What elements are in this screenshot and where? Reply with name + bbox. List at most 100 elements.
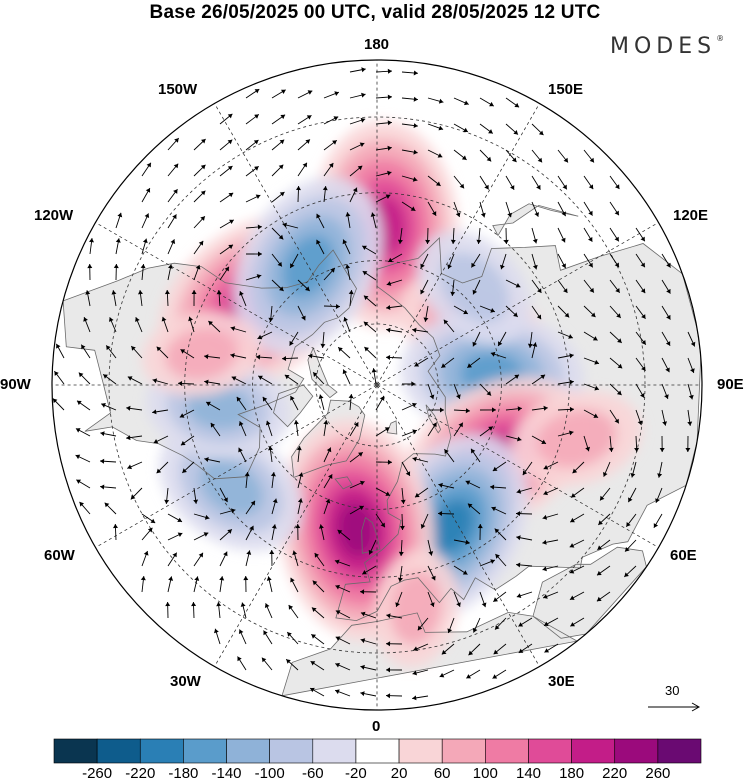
wind-vector-35 xyxy=(375,145,392,151)
meridian-line-150 xyxy=(376,103,540,385)
wind-vector-head-68 xyxy=(279,192,285,197)
wind-vector-head-90 xyxy=(316,213,321,219)
wind-vector-head-168 xyxy=(590,312,596,318)
wind-vector-14 xyxy=(219,113,233,125)
wind-vector-96 xyxy=(476,227,482,244)
wind-vector-head-278 xyxy=(265,420,271,426)
wind-vector-head-82 xyxy=(117,212,123,218)
wind-vector-380 xyxy=(516,535,533,541)
wind-vector-172 xyxy=(83,316,91,333)
wind-vector-50 xyxy=(297,162,308,177)
wind-vector-354 xyxy=(420,513,429,529)
wind-vector-head-405 xyxy=(140,576,146,581)
wind-vector-125 xyxy=(661,253,671,268)
wind-vector-head-193 xyxy=(641,340,646,345)
wind-vector-head-235 xyxy=(429,394,435,400)
wind-vector-head-273 xyxy=(126,435,131,441)
wind-vector-head-298 xyxy=(156,468,162,474)
label-lon-90e: 90E xyxy=(717,376,744,393)
wind-vector-445 xyxy=(311,633,325,645)
wind-vector-122 xyxy=(583,253,594,268)
wind-vector-398 xyxy=(479,559,496,567)
wind-vector-138 xyxy=(386,279,403,286)
land-svalbard xyxy=(387,420,397,434)
wind-vector-78 xyxy=(531,201,539,217)
wind-vector-head-184 xyxy=(386,327,391,333)
wind-vector-325 xyxy=(270,472,276,489)
wind-vector-head-464 xyxy=(466,674,471,679)
wind-vector-64 xyxy=(167,188,178,203)
wind-vector-head-124 xyxy=(640,262,645,268)
wind-vector-head-215 xyxy=(569,353,574,359)
wind-vector-295 xyxy=(75,454,91,463)
wind-vector-296 xyxy=(99,458,117,464)
wind-vector-61 xyxy=(583,175,594,190)
wind-vector-368 xyxy=(219,528,233,541)
wind-vector-278 xyxy=(265,420,273,437)
wind-vector-38 xyxy=(453,149,467,161)
wind-vector-185 xyxy=(412,327,429,333)
wind-vector-head-204 xyxy=(256,354,261,360)
wind-vector-head-98 xyxy=(532,238,538,244)
meridian-line-210 xyxy=(214,103,378,385)
wind-vector-head-62 xyxy=(615,184,620,189)
wind-vector-head-366 xyxy=(177,532,183,537)
land-baffin-coast xyxy=(273,384,314,428)
wind-vector-199 xyxy=(130,345,143,359)
wind-vector-231 xyxy=(312,371,325,385)
wind-vector-head-299 xyxy=(182,468,187,473)
wind-vector-head-230 xyxy=(284,374,290,380)
land-canadian-arctic xyxy=(307,348,337,398)
wind-vector-head-300 xyxy=(204,457,209,462)
wind-vector-head-341 xyxy=(79,501,84,507)
wind-vector-head-109 xyxy=(258,251,262,257)
wind-vector-head-208 xyxy=(364,347,369,352)
wind-vector-455 xyxy=(237,656,247,671)
wind-vector-147 xyxy=(635,279,646,294)
wind-vector-134 xyxy=(297,279,311,292)
wind-vector-head-93 xyxy=(397,239,403,244)
wind-vector-head-158 xyxy=(335,304,340,309)
wind-vector-362 xyxy=(625,513,637,527)
wind-vector-head-302 xyxy=(268,446,273,451)
wind-vector-head-328 xyxy=(359,480,365,486)
wind-vector-head-333 xyxy=(465,480,471,485)
wind-vector-129 xyxy=(167,264,173,281)
wind-vector-head-167 xyxy=(564,312,570,318)
wind-vector-head-425 xyxy=(191,602,197,607)
wind-vector-head-115 xyxy=(388,257,393,263)
wind-vector-head-243 xyxy=(640,393,645,398)
wind-vector-143 xyxy=(531,279,542,294)
wind-vector-248 xyxy=(101,403,117,411)
wind-vector-head-101 xyxy=(614,236,619,242)
colorbar-bin-2 xyxy=(139,738,184,764)
wind-vector-276 xyxy=(210,422,221,437)
wind-vector-head-88 xyxy=(278,234,284,240)
wind-vector-118 xyxy=(471,253,481,268)
wind-vector-head-231 xyxy=(313,372,318,377)
wind-vector-229 xyxy=(257,375,273,385)
wind-vector-head-77 xyxy=(507,212,512,218)
wind-vector-15 xyxy=(245,114,260,125)
wind-vector-head-280 xyxy=(323,420,329,425)
wind-vector-head-122 xyxy=(588,262,593,268)
wind-vector-head-364 xyxy=(113,524,118,529)
wind-vector-152 xyxy=(164,289,170,307)
wind-vector-352 xyxy=(375,513,386,528)
anomaly-contour-13-1 xyxy=(390,571,443,645)
wind-vector-head-329 xyxy=(385,491,391,496)
wind-vector-177 xyxy=(208,320,221,333)
wind-vector-459 xyxy=(335,662,351,671)
wind-vector-212 xyxy=(467,357,481,369)
wind-vector-208 xyxy=(364,346,377,359)
wind-vector-133 xyxy=(271,279,284,292)
wind-vector-head-61 xyxy=(588,184,594,190)
wind-vector-339 xyxy=(628,487,637,503)
wind-vector-head-40 xyxy=(511,157,517,163)
wind-vector-head-141 xyxy=(472,289,478,295)
wind-vector-90 xyxy=(316,213,325,229)
wind-vector-448 xyxy=(385,641,403,647)
wind-vector-head-89 xyxy=(282,222,287,228)
wind-vector-267 xyxy=(609,409,620,424)
wind-vector-head-41 xyxy=(537,157,543,163)
